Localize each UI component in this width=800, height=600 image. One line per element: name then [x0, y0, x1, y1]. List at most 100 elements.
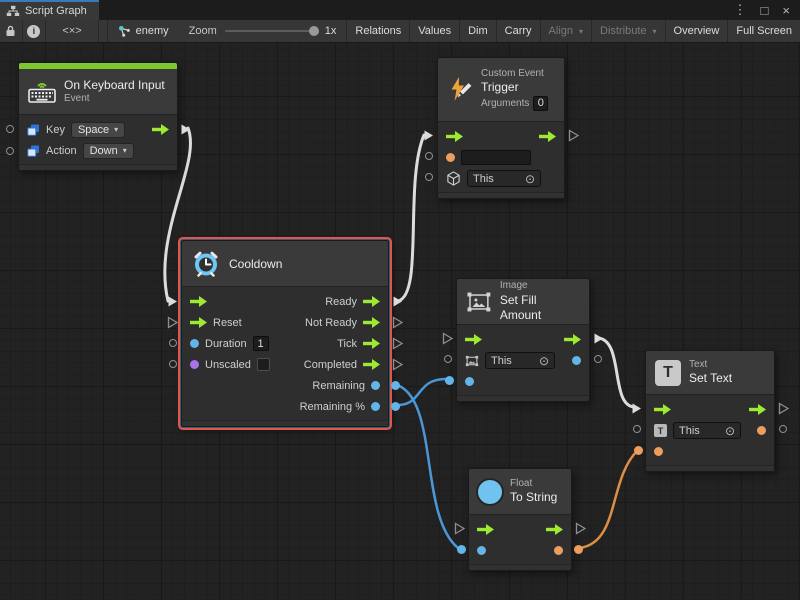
wire-ready-to-trigger[interactable] — [396, 133, 426, 303]
event-name-field[interactable] — [461, 150, 531, 165]
unscaled-input-port[interactable] — [169, 360, 177, 368]
port-row-name — [438, 147, 564, 168]
full-screen-button[interactable]: Full Screen — [728, 20, 800, 42]
tab-script-graph[interactable]: Script Graph — [0, 0, 99, 20]
values-button[interactable]: Values — [410, 20, 461, 42]
relations-button[interactable]: Relations — [346, 20, 411, 42]
target-picker-icon[interactable]: ⊙ — [724, 423, 735, 438]
flow-arrow-icon — [190, 296, 207, 307]
node-set-text[interactable]: T Text Set Text T This ⊙ — [632, 350, 789, 472]
key-dropdown[interactable]: Space ▾ — [70, 121, 126, 138]
breadcrumb-label: enemy — [135, 25, 169, 37]
flow-arrow-icon — [446, 131, 463, 142]
port-row-action: Action Down ▾ — [19, 140, 177, 161]
flow-input-port[interactable] — [631, 402, 642, 415]
toolbar-spacer — [99, 20, 108, 42]
flow-arrow-icon — [363, 317, 380, 328]
chevron-down-icon: ▾ — [579, 26, 584, 36]
zoom-slider[interactable] — [224, 26, 319, 36]
flow-output-port[interactable] — [593, 332, 604, 345]
literal-icon — [27, 124, 39, 136]
wire-keyboard-to-cooldown[interactable] — [163, 126, 192, 303]
target-input-port[interactable] — [633, 425, 641, 433]
arguments-label: Arguments — [481, 97, 530, 109]
node-on-keyboard-input[interactable]: On Keyboard Input Event Key Space ▾ — [6, 62, 190, 171]
completed-output-port[interactable] — [392, 358, 403, 371]
node-footer — [438, 192, 564, 198]
overview-button[interactable]: Overview — [666, 20, 729, 42]
port-row-text-value — [646, 441, 774, 462]
target-picker-icon[interactable]: ⊙ — [538, 353, 549, 368]
target-input-port[interactable] — [425, 173, 433, 181]
flow-input-port[interactable] — [423, 129, 434, 142]
flow-arrow-icon — [465, 334, 482, 345]
node-title: Trigger — [481, 80, 519, 95]
carry-button[interactable]: Carry — [497, 20, 541, 42]
node-title: On Keyboard Input — [64, 77, 165, 92]
flow-input-port[interactable] — [442, 332, 453, 345]
info-button[interactable]: i — [23, 20, 46, 42]
node-cooldown[interactable]: Cooldown Ready Reset Not Ready Dur — [167, 240, 403, 427]
node-set-fill-amount[interactable]: Image Set Fill Amount This — [442, 278, 603, 402]
port-row-values — [469, 540, 571, 561]
key-input-port[interactable] — [6, 125, 14, 133]
wire-setfill-to-settext[interactable] — [596, 336, 636, 409]
action-value: Down — [89, 144, 118, 157]
lock-button[interactable] — [0, 20, 23, 42]
unscaled-checkbox[interactable] — [256, 358, 270, 371]
not-ready-output-port[interactable] — [392, 316, 403, 329]
target-output-port[interactable] — [594, 355, 602, 363]
duration-input-port[interactable] — [169, 339, 177, 347]
wire-tostring-to-settext[interactable] — [578, 448, 640, 550]
key-port-label: Key — [46, 123, 65, 136]
close-icon[interactable]: × — [782, 2, 790, 18]
zoom-to-fit-button[interactable]: <×> — [46, 20, 100, 42]
string-output-port[interactable] — [574, 545, 583, 554]
wire-remainingpct-to-fillamount[interactable] — [392, 377, 448, 407]
node-trigger-custom-event[interactable]: Custom Event Trigger Arguments 0 — [424, 57, 579, 199]
flow-input-port[interactable] — [167, 295, 178, 308]
fill-amount-input-port[interactable] — [445, 376, 454, 385]
ready-output-port[interactable] — [392, 295, 403, 308]
target-input-port[interactable] — [444, 355, 452, 363]
tick-port-label: Tick — [337, 337, 357, 350]
text-value-input-port[interactable] — [634, 446, 643, 455]
node-to-string[interactable]: Float To String — [454, 468, 586, 571]
arguments-field[interactable]: 0 — [533, 96, 549, 112]
flow-arrow-icon — [564, 334, 581, 345]
flow-output-port[interactable] — [778, 402, 789, 415]
target-field[interactable]: This ⊙ — [485, 352, 555, 369]
reset-input-port[interactable] — [167, 316, 178, 329]
flow-output-port[interactable] — [575, 522, 586, 535]
maximize-icon[interactable]: □ — [760, 2, 769, 18]
flow-output-port[interactable] — [180, 123, 191, 136]
flow-arrow-icon — [477, 524, 494, 535]
window-menu-icon[interactable]: ⋮ — [733, 2, 747, 17]
float-port-dot — [477, 546, 486, 555]
action-input-port[interactable] — [6, 147, 14, 155]
distribute-label: Distribute — [600, 25, 647, 37]
name-input-port[interactable] — [425, 152, 433, 160]
remaining-pct-output-port[interactable] — [391, 402, 400, 411]
dim-button[interactable]: Dim — [460, 20, 497, 42]
flow-arrow-icon — [363, 359, 380, 370]
tick-output-port[interactable] — [392, 337, 403, 350]
remaining-output-port[interactable] — [391, 381, 400, 390]
key-value: Space — [77, 123, 110, 136]
target-output-port[interactable] — [779, 425, 787, 433]
float-input-port[interactable] — [457, 545, 466, 554]
flow-output-port[interactable] — [568, 129, 579, 142]
graph-breadcrumb-icon — [118, 25, 130, 37]
target-picker-icon[interactable]: ⊙ — [524, 171, 535, 186]
wire-remaining-to-tostring[interactable] — [392, 382, 460, 550]
breadcrumb[interactable]: enemy — [108, 20, 179, 42]
action-dropdown[interactable]: Down ▾ — [82, 142, 134, 159]
port-row-flow — [457, 329, 589, 350]
graph-canvas[interactable]: On Keyboard Input Event Key Space ▾ — [0, 43, 800, 600]
target-field[interactable]: This ⊙ — [467, 170, 541, 187]
zoom-slider-handle[interactable] — [308, 26, 319, 36]
flow-input-port[interactable] — [454, 522, 465, 535]
target-field[interactable]: This ⊙ — [673, 422, 741, 439]
duration-field[interactable]: 1 — [252, 336, 269, 351]
target-value: This — [473, 172, 494, 185]
